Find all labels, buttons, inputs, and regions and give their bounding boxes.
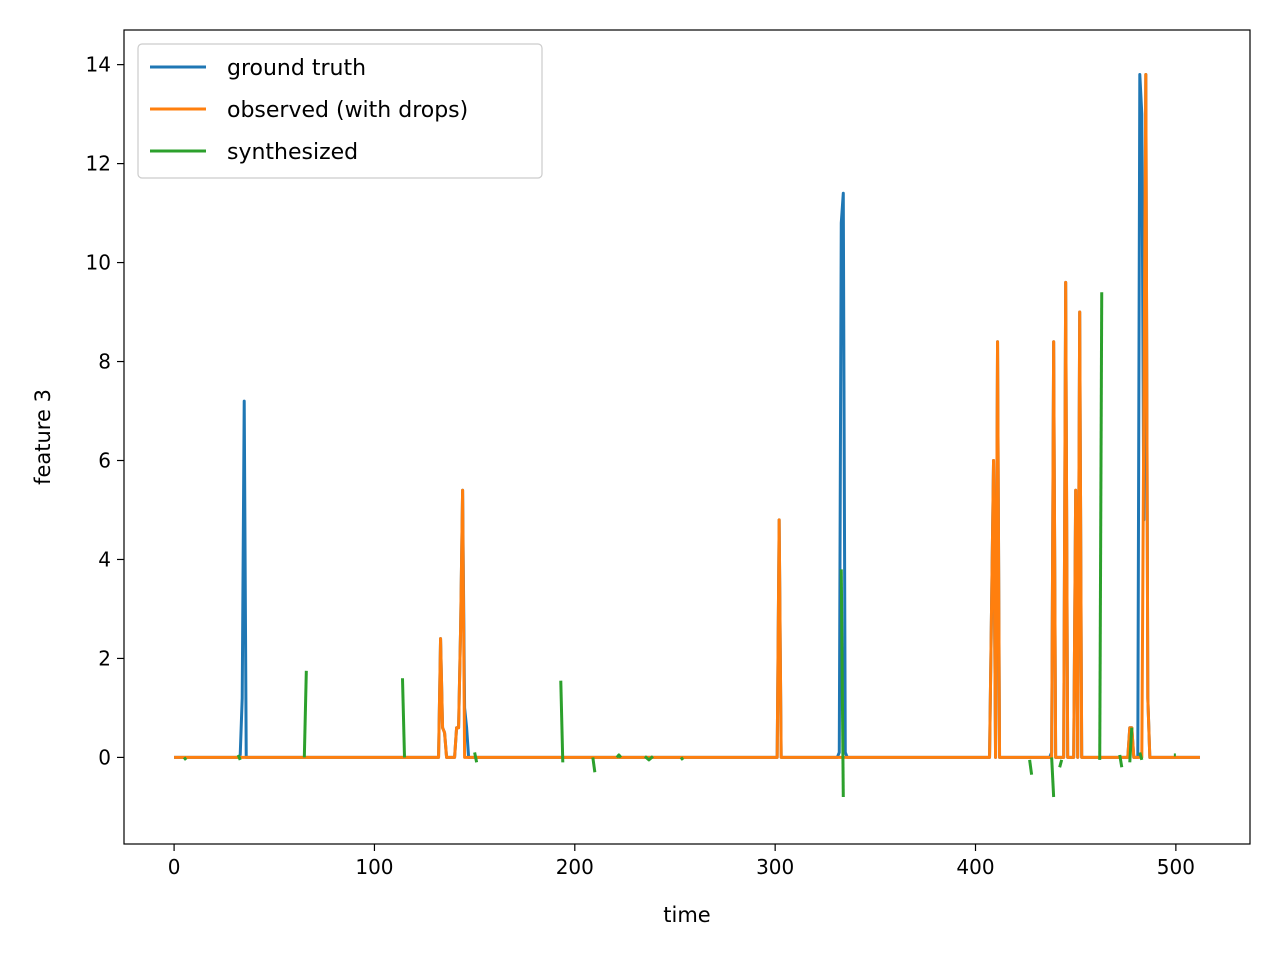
x-axis-title: time: [663, 903, 710, 927]
series-line-synthesized: [1050, 757, 1056, 798]
y-tick-label: 0: [98, 745, 111, 769]
x-tick-label: 200: [556, 855, 594, 879]
x-tick-label: 400: [956, 855, 994, 879]
y-tick-label: 10: [86, 251, 111, 275]
series-line-synthesized: [643, 755, 654, 762]
y-tick-label: 6: [98, 449, 111, 473]
series-line-synthesized: [1128, 727, 1134, 763]
series-line-synthesized: [559, 680, 565, 763]
series-line-synthesized: [236, 754, 242, 761]
y-axis-title: feature 3: [31, 389, 55, 485]
series-line-synthesized: [400, 678, 406, 758]
series-line-synthesized: [1098, 292, 1104, 760]
x-tick-label: 500: [1157, 855, 1195, 879]
series-line-synthesized: [302, 670, 308, 758]
y-tick-label: 12: [86, 152, 111, 176]
x-tick-label: 100: [355, 855, 393, 879]
series-line-synthesized: [1118, 754, 1124, 768]
series-line-synthesized: [615, 753, 623, 759]
x-tick-label: 0: [168, 855, 181, 879]
series-line-synthesized: [591, 757, 597, 773]
y-tick-label: 14: [86, 53, 111, 77]
series-line-synthesized: [473, 752, 479, 763]
y-tick-label: 2: [98, 646, 111, 670]
y-tick-label: 4: [98, 547, 111, 571]
series-line-synthesized: [182, 756, 188, 761]
legend-label-ground-truth: ground truth: [227, 56, 366, 81]
y-axis: 0 2 4 6 8 10 12 14: [86, 53, 124, 769]
plot-frame: [123, 29, 1251, 845]
series-synthesized: [182, 292, 1176, 798]
legend-box: [137, 43, 543, 179]
y-tick-label: 8: [98, 350, 111, 374]
legend-label-observed: observed (with drops): [227, 98, 468, 123]
series-line-synthesized: [1138, 752, 1144, 761]
series-line-synthesized: [1058, 759, 1064, 768]
x-tick-label: 300: [756, 855, 794, 879]
series-layer: [174, 73, 1200, 798]
series-line-synthesized: [839, 569, 845, 798]
x-axis: 0 100 200 300 400 500: [168, 844, 1195, 879]
series-line-synthesized: [679, 756, 685, 761]
legend-label-synthesized: synthesized: [227, 140, 358, 165]
legend: ground truth observed (with drops) synth…: [137, 43, 543, 179]
series-line-synthesized: [1028, 759, 1034, 775]
